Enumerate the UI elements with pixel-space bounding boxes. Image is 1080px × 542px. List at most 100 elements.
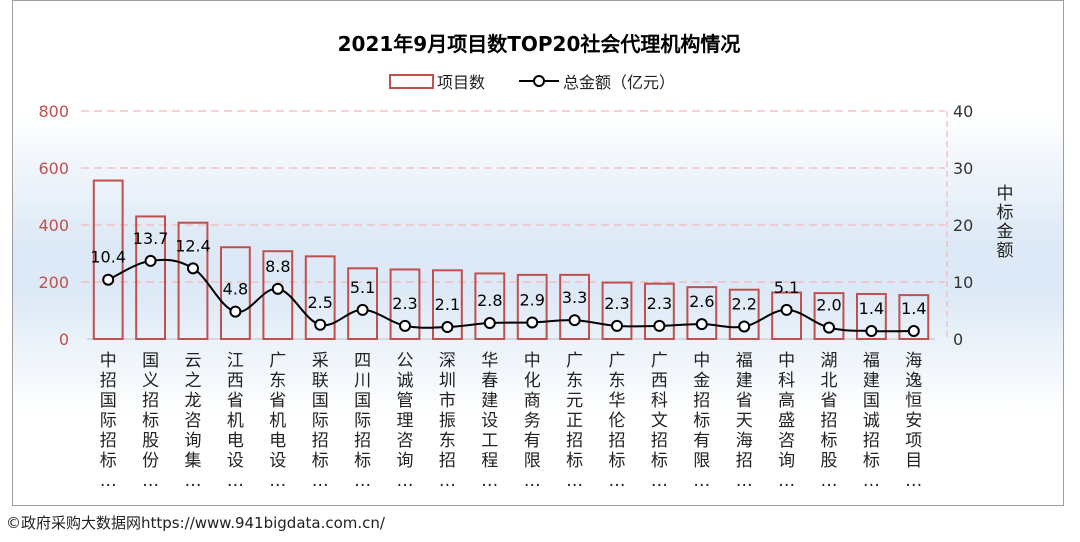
amount-data-label: 2.3 — [647, 294, 672, 313]
right-tick-label: 10 — [953, 273, 973, 292]
chart-title: 2021年9月项目数TOP20社会代理机构情况 — [338, 32, 741, 56]
amount-data-label: 3.3 — [562, 288, 587, 307]
legend: 项目数 总金额（亿元） — [389, 73, 675, 92]
chart-frame: 2021年9月项目数TOP20社会代理机构情况 项目数 总金额（亿元） 0 200… — [12, 0, 1064, 506]
amount-data-label: 2.1 — [435, 295, 460, 314]
legend-line-label: 总金额（亿元） — [563, 73, 675, 92]
category-label: 广东华伦招标… — [609, 351, 626, 491]
category-label: 中科高盛咨询… — [778, 351, 795, 491]
amount-data-label: 2.3 — [604, 294, 629, 313]
amount-point — [568, 314, 581, 327]
amount-data-label: 5.1 — [350, 278, 375, 297]
bar — [559, 273, 591, 340]
category-label: 深圳市振东招… — [439, 351, 456, 491]
left-tick-label: 600 — [38, 159, 69, 178]
amount-point — [780, 303, 793, 316]
left-tick-label: 400 — [38, 216, 69, 235]
category-label: 广东省机电设… — [269, 351, 286, 491]
amount-point — [823, 321, 835, 334]
right-axis-label: 中标金额 — [997, 184, 1014, 261]
left-tick-label: 200 — [38, 273, 69, 292]
category-label: 海逸恒安项目… — [905, 351, 922, 491]
bar — [728, 288, 760, 341]
bar — [347, 267, 379, 341]
category-label: 华春建设工程… — [481, 351, 498, 491]
bar — [686, 286, 718, 341]
category-label: 云之龙咨询集… — [185, 351, 202, 491]
amount-point — [356, 303, 369, 316]
amount-data-label: 13.7 — [133, 229, 169, 248]
amount-data-label: 8.8 — [265, 257, 290, 276]
category-label: 广东元正招标… — [566, 351, 583, 491]
category-label: 采联国际招标… — [312, 351, 329, 491]
amount-data-label: 1.4 — [901, 299, 926, 318]
category-label: 江西省机电设… — [227, 351, 244, 491]
amount-point — [144, 254, 157, 267]
bar — [304, 255, 336, 341]
category-label: 四川国际招标… — [354, 351, 371, 491]
legend-bar-label: 项目数 — [437, 73, 485, 92]
amount-point — [865, 325, 878, 338]
category-label: 中化商务有限… — [524, 351, 541, 491]
category-label: 中招国际招标… — [100, 351, 117, 491]
amount-point — [271, 282, 284, 295]
amount-point — [102, 273, 115, 286]
amount-data-label: 5.1 — [774, 278, 799, 297]
right-tick-label: 20 — [953, 216, 973, 235]
legend-bar-swatch — [389, 74, 434, 89]
bar — [135, 215, 167, 340]
amount-point — [483, 317, 496, 330]
category-label: 公诚管理咨询… — [397, 351, 414, 491]
bar — [643, 282, 675, 340]
amount-point — [314, 318, 327, 331]
amount-point — [653, 319, 666, 332]
amount-data-label: 4.8 — [223, 280, 248, 299]
amount-data-label: 2.3 — [392, 294, 417, 313]
bar — [177, 221, 209, 340]
amount-data-label: 2.8 — [477, 291, 502, 310]
amount-point — [695, 318, 708, 331]
bar — [516, 273, 548, 340]
amount-point — [738, 320, 751, 333]
source-watermark: ©政府采购大数据网https://www.941bigdata.com.cn/ — [6, 514, 385, 532]
category-labels: 中招国际招标… 国义招标股份… 云之龙咨询集… 江西省机电设… 广东省机电设… 采联国际招… — [100, 351, 923, 491]
right-tick-label: 0 — [953, 330, 963, 349]
bars — [92, 179, 930, 341]
bar — [389, 268, 421, 340]
bar — [92, 179, 124, 340]
bar — [219, 246, 251, 340]
amount-point — [399, 319, 411, 332]
bar — [474, 272, 506, 341]
amount-data-label: 2.9 — [519, 290, 544, 309]
amount-data-label: 1.4 — [859, 299, 884, 318]
amount-data-label: 2.2 — [731, 294, 756, 313]
bar — [898, 294, 930, 340]
legend-line-marker — [533, 75, 545, 87]
category-label: 国义招标股份… — [142, 351, 159, 491]
amount-point — [441, 321, 454, 334]
amount-data-label: 2.5 — [307, 293, 332, 312]
bar — [855, 292, 887, 340]
right-tick-label: 40 — [953, 102, 973, 121]
category-label: 福建省天海招… — [736, 351, 753, 491]
amount-line: 10.4 13.7 12.4 4.8 8.8 2.5 5.1 2.3 2.1 2.8 2.9 3.3 2… — [90, 229, 927, 338]
bar — [601, 281, 633, 341]
bar — [813, 292, 845, 340]
category-label: 湖北省招标股… — [821, 351, 838, 491]
amount-data-label: 12.4 — [175, 236, 211, 255]
amount-point — [907, 325, 920, 338]
bar — [771, 291, 803, 341]
category-label: 中金招标有限… — [693, 351, 710, 491]
amount-point — [187, 262, 199, 275]
category-label: 广西科文招标… — [651, 351, 668, 491]
amount-point — [611, 319, 623, 332]
amount-data-label: 2.0 — [816, 296, 841, 315]
amount-point — [229, 305, 242, 318]
category-label: 福建国诚招标… — [863, 351, 880, 491]
right-axis: 0 10 20 30 40 — [953, 102, 973, 349]
right-tick-label: 30 — [953, 159, 973, 178]
left-tick-label: 800 — [38, 102, 69, 121]
chart: 2021年9月项目数TOP20社会代理机构情况 项目数 总金额（亿元） 0 200… — [38, 32, 1014, 491]
right-axis-title: 中标金额 — [997, 184, 1014, 261]
amount-point — [526, 316, 539, 329]
